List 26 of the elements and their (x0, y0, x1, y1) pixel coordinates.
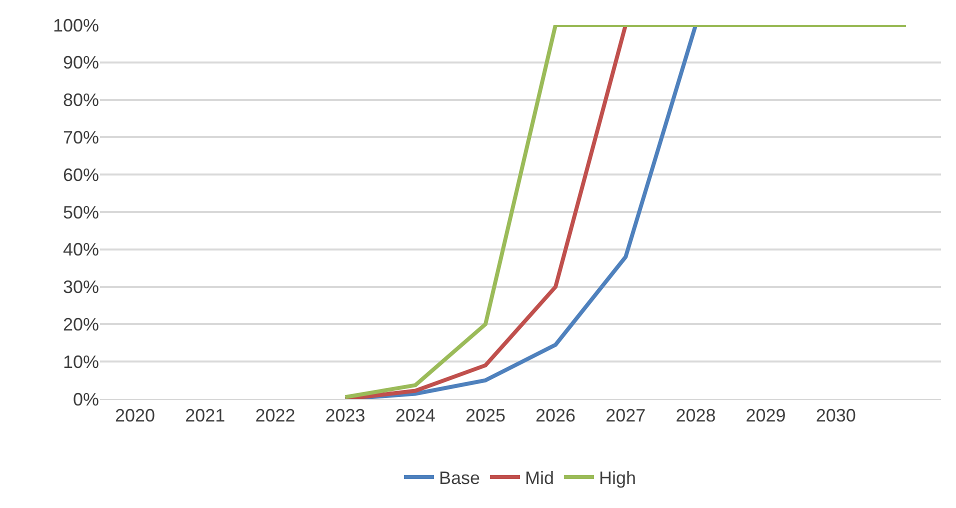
x-tick-label: 2030 (816, 406, 856, 426)
x-tick-label: 2026 (536, 406, 576, 426)
y-tick-label: 10% (62, 352, 99, 372)
y-tick-label: 60% (62, 164, 99, 185)
y-tick-label: 90% (62, 52, 99, 73)
x-tick-label: 2021 (185, 406, 226, 426)
y-tick-label: 50% (62, 202, 99, 222)
y-tick-label: 40% (62, 240, 99, 260)
line-series (343, 25, 908, 399)
x-tick-label: 2023 (325, 406, 366, 426)
x-tick-label: 2029 (746, 406, 786, 426)
y-tick-label: 80% (62, 90, 99, 110)
x-tick-label: 2022 (255, 406, 296, 426)
x-tick-label: 2028 (676, 406, 716, 426)
y-tick-label: 0% (72, 389, 99, 410)
y-tick-label: 20% (62, 314, 99, 334)
x-tick-label: 2020 (115, 406, 156, 426)
legend-label: High (599, 468, 636, 488)
y-tick-label: 70% (62, 128, 99, 148)
legend-label: Mid (525, 468, 554, 488)
y-tick-label: 30% (62, 277, 99, 298)
x-tick-label: 2027 (606, 406, 646, 426)
y-tick-label: 100% (52, 15, 99, 36)
x-tick-label: 2024 (395, 406, 436, 426)
legend-label: Base (439, 468, 480, 488)
x-tick-label: 2025 (465, 406, 506, 426)
